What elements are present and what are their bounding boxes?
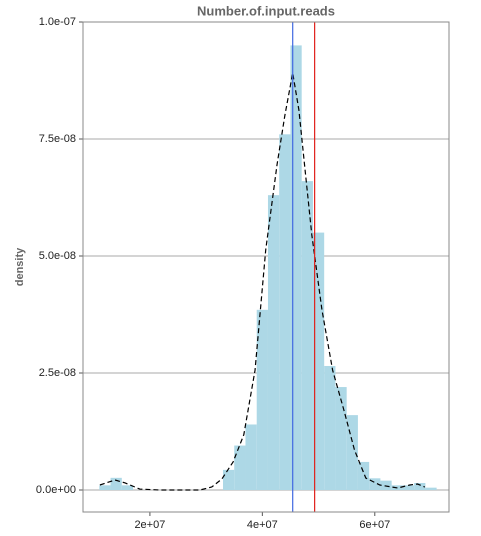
y-tick-label: 5.0e-08	[39, 250, 76, 262]
x-tick-label: 4e+07	[247, 519, 278, 531]
bar	[312, 232, 325, 491]
bar	[245, 424, 257, 491]
bar	[267, 195, 280, 491]
bar	[110, 477, 122, 491]
bar	[346, 415, 358, 491]
x-tick-label: 2e+07	[134, 519, 165, 531]
bar	[279, 134, 291, 491]
bar	[369, 478, 381, 491]
bar	[290, 45, 302, 491]
y-axis-label: density	[14, 247, 26, 286]
y-tick-label: 7.5e-08	[39, 133, 76, 145]
bar	[402, 485, 415, 491]
x-tick-label: 6e+07	[359, 519, 390, 531]
bar	[256, 309, 268, 491]
bar	[425, 487, 437, 491]
plot-border	[82, 21, 450, 513]
y-tick-label: 2.5e-08	[39, 367, 76, 379]
bar	[222, 469, 235, 491]
bar	[414, 482, 426, 491]
chart-title: Number.of.input.reads	[197, 3, 335, 18]
bar	[99, 485, 111, 491]
bar	[121, 485, 134, 491]
bar	[234, 445, 246, 491]
bar	[335, 387, 347, 491]
bar	[324, 365, 336, 491]
density-curve	[99, 72, 426, 491]
y-tick-label: 1.0e-07	[39, 16, 76, 28]
bar	[357, 461, 370, 491]
bar	[380, 480, 392, 491]
y-tick-label: 0.0e+00	[36, 484, 76, 496]
bar	[301, 181, 313, 491]
